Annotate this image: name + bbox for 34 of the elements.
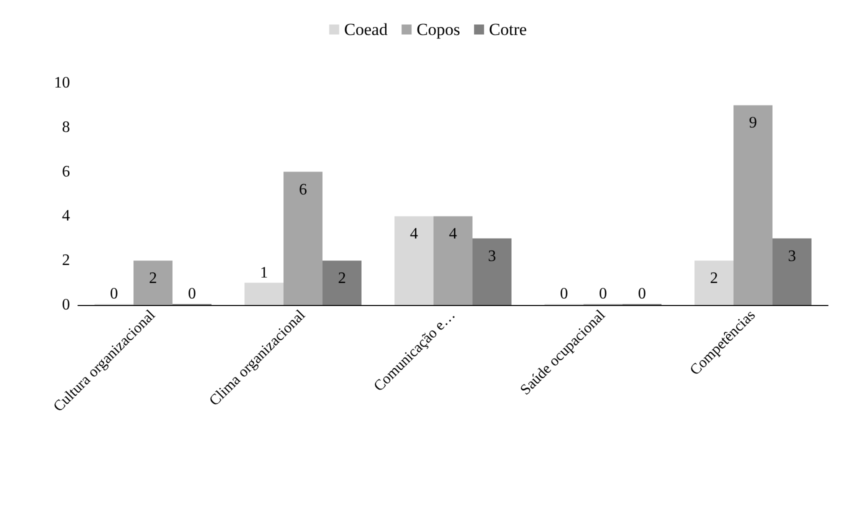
data-label: 0 (638, 286, 646, 302)
bar (734, 105, 772, 305)
legend-label: Copos (416, 20, 460, 39)
bar (394, 216, 434, 305)
bar (772, 238, 812, 305)
y-tick-label: 8 (62, 118, 70, 136)
data-label: 2 (710, 270, 718, 288)
data-label: 3 (788, 248, 796, 265)
bar (322, 260, 362, 305)
y-tick-label: 6 (62, 163, 70, 180)
y-tick-label: 0 (62, 296, 70, 314)
data-label: 2 (338, 270, 346, 288)
data-label: 3 (488, 248, 496, 265)
data-label: 2 (149, 270, 157, 288)
y-tick-label: 2 (62, 252, 70, 270)
data-label: 1 (260, 264, 268, 282)
y-tick-label: 4 (62, 208, 70, 225)
bar (472, 238, 512, 305)
legend-label: Cotre (489, 20, 527, 39)
legend-label: Coead (344, 20, 388, 39)
data-label: 4 (410, 226, 418, 243)
bar (694, 260, 734, 305)
data-label: 0 (560, 286, 568, 302)
bar (244, 282, 284, 305)
data-label: 9 (749, 114, 757, 132)
bar (284, 172, 322, 305)
data-label: 4 (449, 226, 457, 243)
bar (134, 260, 172, 305)
y-tick-label: 10 (54, 74, 70, 92)
bar (434, 216, 472, 305)
data-label: 6 (299, 181, 307, 198)
data-label: 0 (110, 286, 118, 302)
data-label: 0 (188, 286, 196, 302)
data-label: 0 (599, 286, 607, 302)
